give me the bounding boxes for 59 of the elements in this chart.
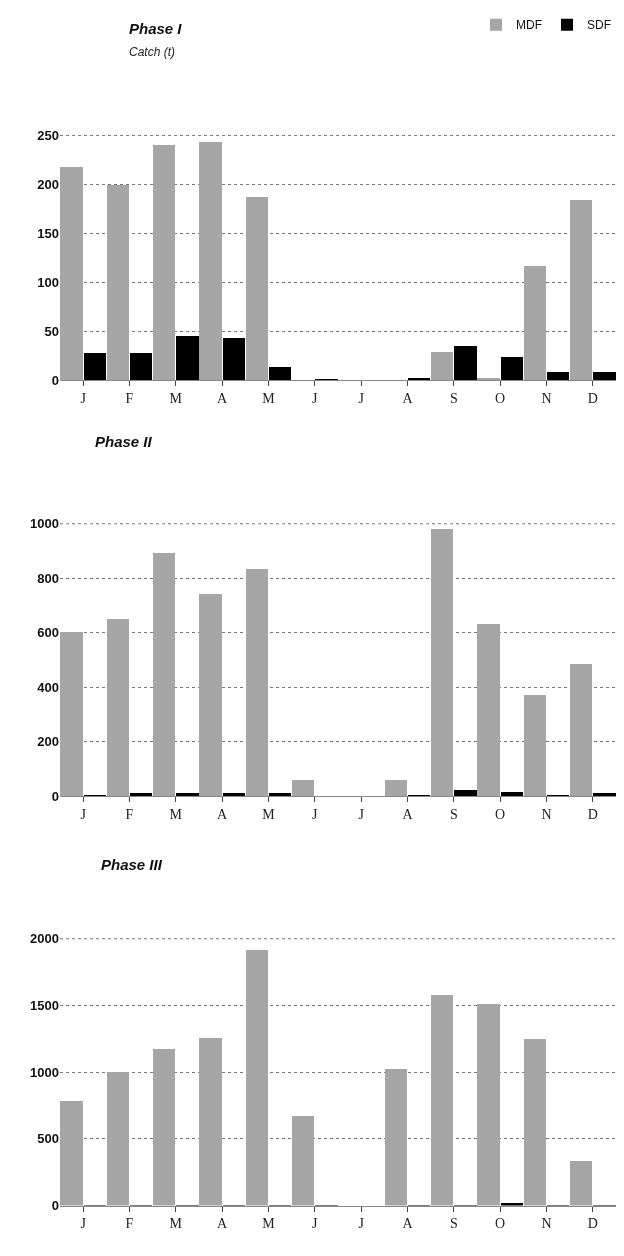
x-tick-label: M: [169, 807, 183, 823]
legend-label: MDF: [516, 18, 542, 33]
x-tick-label: F: [125, 807, 134, 823]
chart-title: Phase III: [101, 856, 163, 873]
x-tick-label: J: [80, 391, 87, 407]
y-tick-label: 200: [37, 734, 59, 750]
y-tick-label: 250: [37, 128, 59, 143]
x-tick-label: A: [402, 391, 414, 407]
y-tick-label: 1000: [30, 516, 59, 532]
x-tick-label: S: [449, 391, 458, 407]
x-tick-label: J: [312, 1216, 319, 1232]
x-tick-label: A: [217, 1216, 229, 1232]
x-tick-label: O: [495, 391, 506, 407]
x-tick-label: J: [80, 807, 87, 823]
chart-title: Phase I: [129, 20, 183, 37]
x-tick-label: A: [402, 1216, 414, 1232]
x-tick-label: J: [312, 391, 319, 407]
legend-label: SDF: [587, 18, 611, 33]
x-tick-label: A: [402, 807, 414, 823]
y-tick-label: 500: [37, 1131, 59, 1147]
y-axis-title: Catch (t): [129, 45, 176, 59]
x-tick-label: J: [358, 807, 365, 823]
y-tick-label: 0: [51, 789, 59, 804]
y-tick-label: 0: [51, 1198, 59, 1214]
x-tick-label: J: [358, 391, 365, 407]
y-tick-label: 100: [37, 275, 59, 291]
x-tick-label: J: [358, 1216, 365, 1232]
x-tick-label: M: [262, 1216, 276, 1232]
y-tick-label: 200: [37, 177, 59, 193]
x-tick-label: M: [169, 1216, 183, 1232]
x-tick-label: F: [125, 1216, 134, 1232]
x-tick-label: D: [587, 807, 598, 823]
x-tick-label: J: [80, 1216, 87, 1232]
x-tick-label: M: [262, 391, 276, 407]
x-tick-label: A: [217, 807, 229, 823]
x-tick-label: M: [262, 807, 276, 823]
y-tick-label: 150: [37, 226, 59, 242]
x-tick-label: N: [541, 391, 552, 407]
y-tick-label: 0: [51, 373, 59, 389]
y-tick-label: 1500: [30, 997, 59, 1013]
y-tick-label: 800: [37, 570, 59, 586]
x-tick-label: F: [125, 391, 134, 407]
x-tick-label: O: [495, 807, 506, 823]
y-tick-label: 400: [37, 679, 59, 695]
x-tick-label: D: [587, 1216, 598, 1232]
x-tick-label: N: [541, 1216, 552, 1232]
x-tick-label: N: [541, 807, 552, 823]
y-tick-label: 1000: [30, 1064, 59, 1080]
x-tick-label: J: [312, 807, 319, 823]
y-tick-label: 2000: [30, 931, 59, 947]
chart-title: Phase II: [95, 433, 153, 450]
y-tick-label: 50: [44, 324, 59, 340]
x-tick-label: O: [495, 1216, 506, 1232]
x-tick-label: A: [217, 391, 229, 407]
x-tick-label: S: [449, 807, 458, 823]
y-tick-label: 600: [37, 625, 59, 641]
x-tick-label: S: [449, 1216, 458, 1232]
x-tick-label: M: [169, 391, 183, 407]
x-tick-label: D: [587, 391, 598, 407]
